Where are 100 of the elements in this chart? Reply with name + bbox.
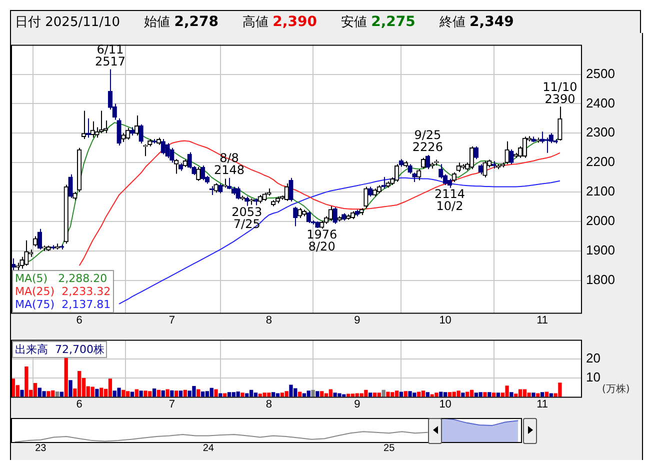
- bar: [368, 392, 372, 397]
- annotation: 9/25 2226: [412, 128, 443, 154]
- candlestick: [469, 146, 474, 170]
- candlestick: [165, 142, 170, 159]
- bar: [20, 390, 24, 397]
- y-tick-label: 2400: [586, 95, 615, 110]
- candlestick: [328, 206, 333, 222]
- bar: [421, 390, 426, 397]
- bar: [466, 392, 470, 397]
- bar: [33, 382, 38, 397]
- bar: [144, 390, 148, 397]
- bar: [404, 391, 408, 397]
- candlestick: [126, 127, 130, 140]
- candlestick: [394, 164, 400, 182]
- y-tick-label: 10: [586, 369, 600, 384]
- candlestick: [456, 162, 461, 173]
- bar: [338, 393, 342, 397]
- bar: [448, 392, 452, 397]
- bar: [90, 386, 94, 397]
- candlestick: [522, 136, 528, 158]
- bar: [240, 392, 244, 397]
- candlestick: [236, 186, 240, 200]
- candlestick: [558, 106, 562, 142]
- text: 終値 2,349: [439, 14, 514, 30]
- candlestick: [381, 176, 386, 190]
- candlestick: [297, 207, 302, 218]
- bar: [174, 390, 178, 397]
- bar: [549, 393, 553, 397]
- bar: [399, 392, 404, 397]
- bar: [60, 392, 64, 397]
- bar: [540, 392, 544, 397]
- bar: [478, 392, 482, 397]
- series-label: MA(75) 2,137.81: [15, 298, 111, 311]
- bar: [178, 390, 183, 397]
- bar: [210, 388, 214, 397]
- bar: [108, 378, 112, 397]
- candlestick: [196, 166, 201, 182]
- x-tick-label: 23: [35, 442, 47, 454]
- bar: [302, 393, 306, 397]
- candlestick: [504, 140, 510, 165]
- bar: [532, 392, 536, 397]
- text: 高値 2,390: [242, 14, 317, 30]
- candlestick: [474, 146, 479, 160]
- bar: [24, 366, 28, 397]
- bar: [417, 392, 421, 397]
- bar: [372, 392, 377, 397]
- bar: [320, 391, 324, 397]
- candlestick: [200, 165, 206, 181]
- bar: [170, 390, 174, 397]
- bar: [42, 391, 46, 397]
- candlestick: [332, 206, 338, 224]
- text: 日付 2025/11/10: [15, 15, 120, 30]
- x-tick-label: 6: [76, 398, 82, 410]
- candlestick: [364, 186, 368, 209]
- y-tick-label: 20: [586, 350, 600, 366]
- candlestick: [438, 164, 444, 180]
- bar: [311, 390, 315, 397]
- bar: [276, 393, 280, 397]
- bar: [166, 389, 170, 397]
- x-tick-label: 6: [76, 314, 82, 326]
- candlestick: [509, 148, 514, 165]
- bar: [55, 392, 60, 397]
- candlestick: [244, 196, 250, 206]
- y-tick-label: 1900: [586, 242, 615, 258]
- bar: [100, 388, 104, 397]
- candlestick: [293, 206, 298, 227]
- bar: [426, 392, 430, 397]
- bar: [245, 393, 249, 397]
- text: MA(25) 2,233.32: [15, 284, 111, 298]
- bar: [218, 393, 222, 397]
- x-tick-label: 7: [168, 398, 175, 410]
- candlestick: [94, 126, 100, 138]
- bar: [289, 384, 293, 397]
- text: 安値 2,275: [340, 14, 416, 30]
- x-tick-label: 11: [536, 398, 548, 410]
- bar: [117, 388, 121, 397]
- bar: [130, 392, 134, 397]
- y-tick-label: 1800: [586, 272, 615, 287]
- bar: [483, 392, 487, 397]
- bar: [461, 392, 465, 397]
- y-tick-label: 2100: [586, 184, 615, 199]
- candlestick: [174, 158, 179, 174]
- candlestick: [37, 228, 42, 250]
- candlestick: [81, 110, 86, 140]
- x-tick-label: 9: [354, 398, 360, 410]
- bar: [439, 392, 443, 397]
- candlestick: [214, 182, 218, 194]
- candlestick: [32, 236, 38, 248]
- candlestick: [368, 186, 373, 197]
- bar: [152, 388, 156, 397]
- bar: [536, 393, 540, 397]
- bar: [510, 392, 514, 397]
- candlestick: [134, 114, 139, 136]
- candlestick: [218, 183, 223, 194]
- x-tick-label: 9: [354, 314, 360, 326]
- candlestick: [284, 183, 289, 202]
- bar: [443, 392, 448, 397]
- x-tick-label: 8: [266, 314, 272, 326]
- bar: [474, 392, 478, 397]
- annotation: 2114 10/2: [434, 187, 465, 214]
